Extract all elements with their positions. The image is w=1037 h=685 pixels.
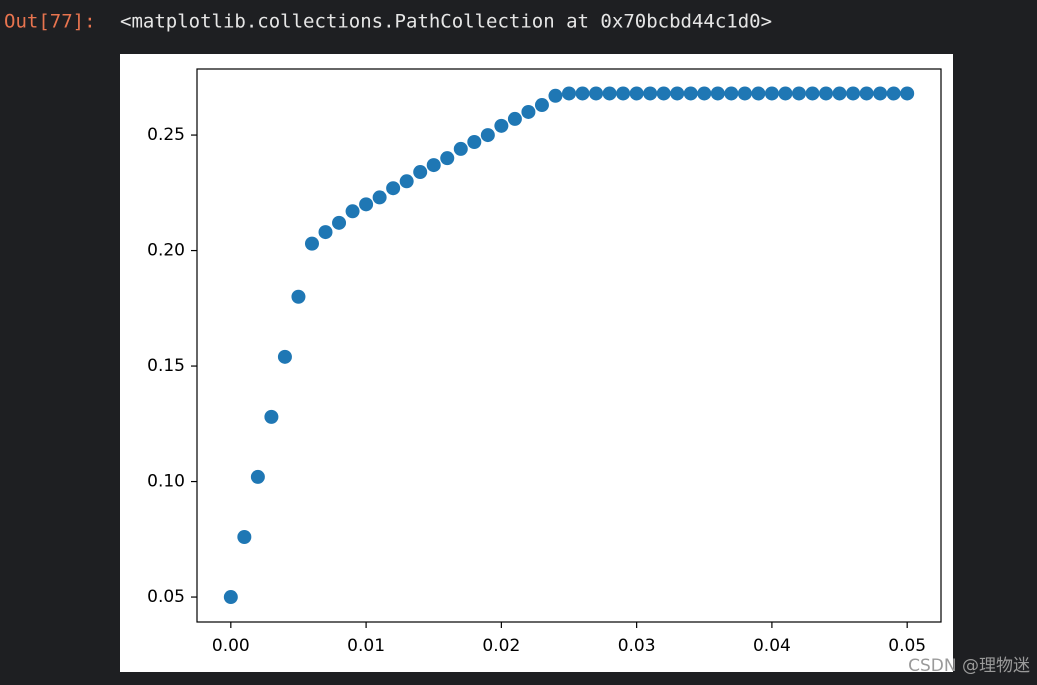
scatter-point xyxy=(345,204,360,219)
scatter-point xyxy=(494,118,509,133)
scatter-point xyxy=(548,88,563,103)
scatter-point xyxy=(683,86,698,101)
scatter-point xyxy=(846,86,861,101)
scatter-point xyxy=(764,86,779,101)
x-tick-label: 0.00 xyxy=(212,636,250,656)
scatter-point xyxy=(304,236,319,251)
scatter-point xyxy=(399,174,414,189)
scatter-point xyxy=(480,128,495,143)
scatter-point xyxy=(264,409,279,424)
scatter-point xyxy=(291,289,306,304)
scatter-point xyxy=(643,86,658,101)
scatter-point xyxy=(656,86,671,101)
scatter-point xyxy=(616,86,631,101)
scatter-point xyxy=(413,165,428,180)
scatter-point xyxy=(751,86,766,101)
scatter-point xyxy=(386,181,401,196)
scatter-point xyxy=(332,215,347,230)
scatter-point xyxy=(237,529,252,544)
scatter-point xyxy=(372,190,387,205)
scatter-point xyxy=(873,86,888,101)
y-tick-label: 0.10 xyxy=(147,472,185,492)
scatter-point xyxy=(467,134,482,149)
axes-frame xyxy=(196,68,942,623)
scatter-point xyxy=(223,590,238,605)
figure xyxy=(120,54,953,672)
scatter-point xyxy=(724,86,739,101)
scatter-point xyxy=(453,141,468,156)
scatter-point xyxy=(886,86,901,101)
scatter-point xyxy=(819,86,834,101)
y-tick-label: 0.05 xyxy=(147,587,185,607)
y-tick-label: 0.20 xyxy=(147,241,185,261)
scatter-point xyxy=(575,86,590,101)
output-prompt: Out[77]: xyxy=(4,11,96,33)
scatter-point xyxy=(805,86,820,101)
watermark: CSDN @理物迷 xyxy=(908,656,1030,676)
scatter-point xyxy=(670,86,685,101)
scatter-point xyxy=(440,151,455,166)
x-tick-label: 0.03 xyxy=(618,636,656,656)
y-tick-label: 0.25 xyxy=(147,125,185,145)
scatter-point xyxy=(589,86,604,101)
scatter-point xyxy=(426,158,441,173)
scatter-point xyxy=(778,86,793,101)
scatter-point xyxy=(318,225,333,240)
scatter-point xyxy=(737,86,752,101)
scatter-point xyxy=(250,469,265,484)
scatter-point xyxy=(359,197,374,212)
scatter-point xyxy=(900,86,915,101)
x-tick-label: 0.02 xyxy=(482,636,520,656)
scatter-point xyxy=(602,86,617,101)
scatter-point xyxy=(629,86,644,101)
y-tick-label: 0.15 xyxy=(147,356,185,376)
scatter-point xyxy=(832,86,847,101)
scatter-point xyxy=(791,86,806,101)
x-tick-label: 0.05 xyxy=(888,636,926,656)
scatter-point xyxy=(710,86,725,101)
x-tick-label: 0.04 xyxy=(753,636,791,656)
scatter-point xyxy=(521,104,536,119)
scatter-point xyxy=(507,111,522,126)
x-tick-label: 0.01 xyxy=(347,636,385,656)
scatter-point xyxy=(562,86,576,101)
scatter-point xyxy=(697,86,712,101)
output-text: <matplotlib.collections.PathCollection a… xyxy=(120,11,772,33)
scatter-point xyxy=(277,349,292,364)
scatter-point xyxy=(534,98,549,113)
scatter-point xyxy=(859,86,874,101)
